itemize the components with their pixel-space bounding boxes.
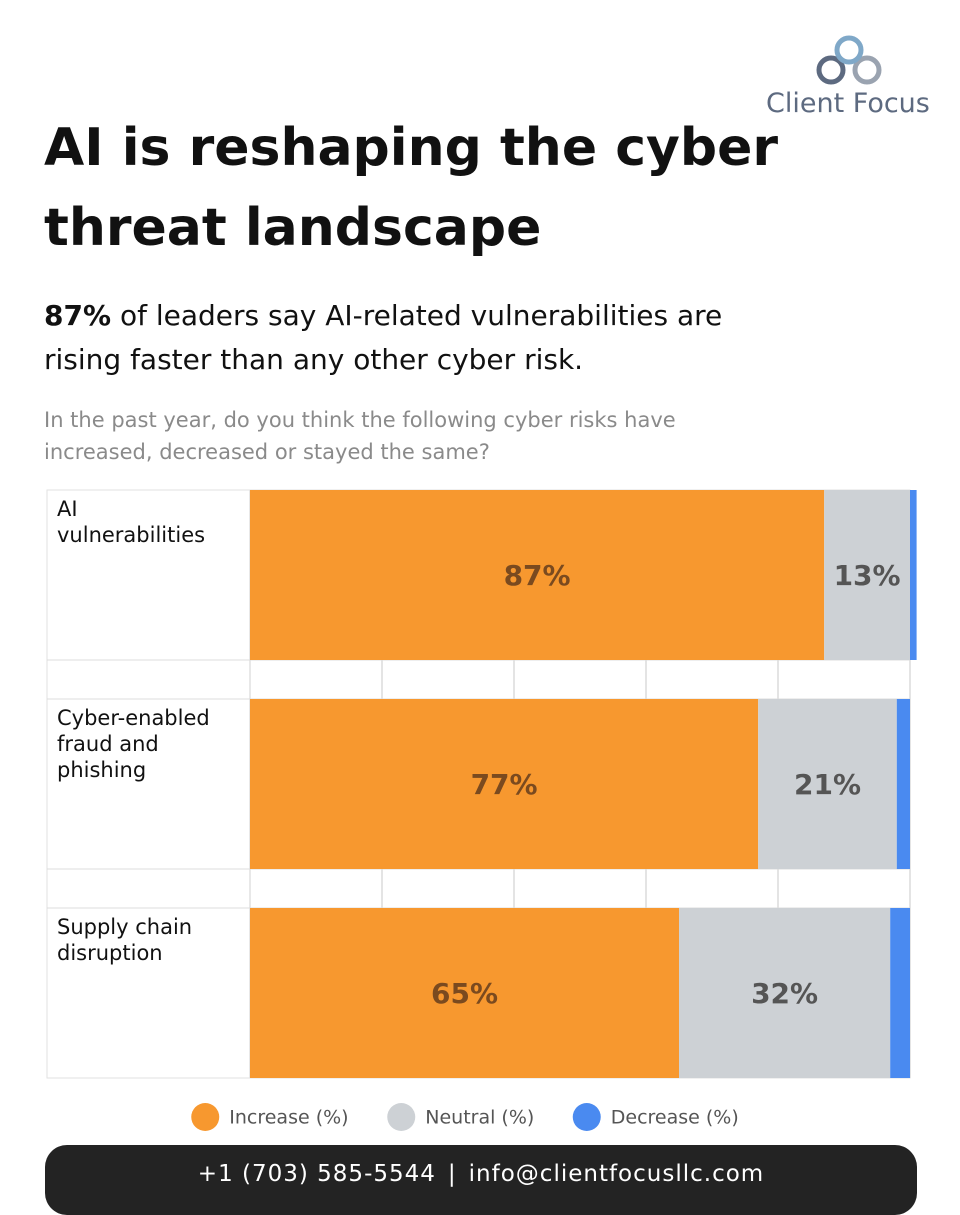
- bar-segment: [250, 908, 679, 1078]
- subtitle-highlight: 87%: [44, 299, 112, 332]
- value-label: 13%: [834, 559, 901, 592]
- value-label: 32%: [751, 977, 818, 1010]
- bar-segment: [824, 490, 910, 660]
- question: In the past year, do you think the follo…: [44, 408, 676, 464]
- legend-swatch: [191, 1103, 220, 1131]
- separator: |: [447, 1161, 457, 1187]
- bar-segment: [910, 490, 917, 660]
- footer: +1 (703) 585-5544 | info@clientfocusllc.co…: [45, 1145, 917, 1215]
- value-label: 21%: [794, 768, 861, 801]
- bar-segment: [890, 908, 910, 1078]
- legend-swatch: [387, 1103, 416, 1131]
- bar-segment: [896, 699, 910, 869]
- bar-segment: [250, 490, 825, 660]
- legend-label: Increase (%): [229, 1107, 348, 1129]
- logo: [816, 35, 882, 85]
- category-label: Supply chain disruption: [57, 915, 193, 965]
- value-label: 77%: [471, 768, 538, 801]
- value-label: 87%: [504, 559, 571, 592]
- chart-title: AI is reshaping the cyber threat landsca…: [44, 118, 779, 258]
- legend-swatch: [572, 1103, 601, 1131]
- bar-segment: [250, 699, 759, 869]
- brand: Client Focus: [766, 88, 930, 119]
- subtitle: 87% of leaders say AI-related vulnerabil…: [44, 294, 764, 382]
- legend-label: Neutral (%): [425, 1107, 534, 1129]
- legend-label: Decrease (%): [611, 1107, 739, 1129]
- bar-segment: [679, 908, 891, 1078]
- bar-segment: [758, 699, 897, 869]
- category-label: AI vulnerabilities: [57, 497, 206, 547]
- category-label: Cyber-enabled fraud and phishing: [57, 706, 210, 782]
- value-label: 65%: [431, 977, 498, 1010]
- subtitle-text: of leaders say AI-related vulnerabilitie…: [44, 299, 723, 376]
- phone: +1 (703) 585-5544: [197, 1161, 436, 1187]
- email: info@clientfocusllc.com: [468, 1161, 765, 1187]
